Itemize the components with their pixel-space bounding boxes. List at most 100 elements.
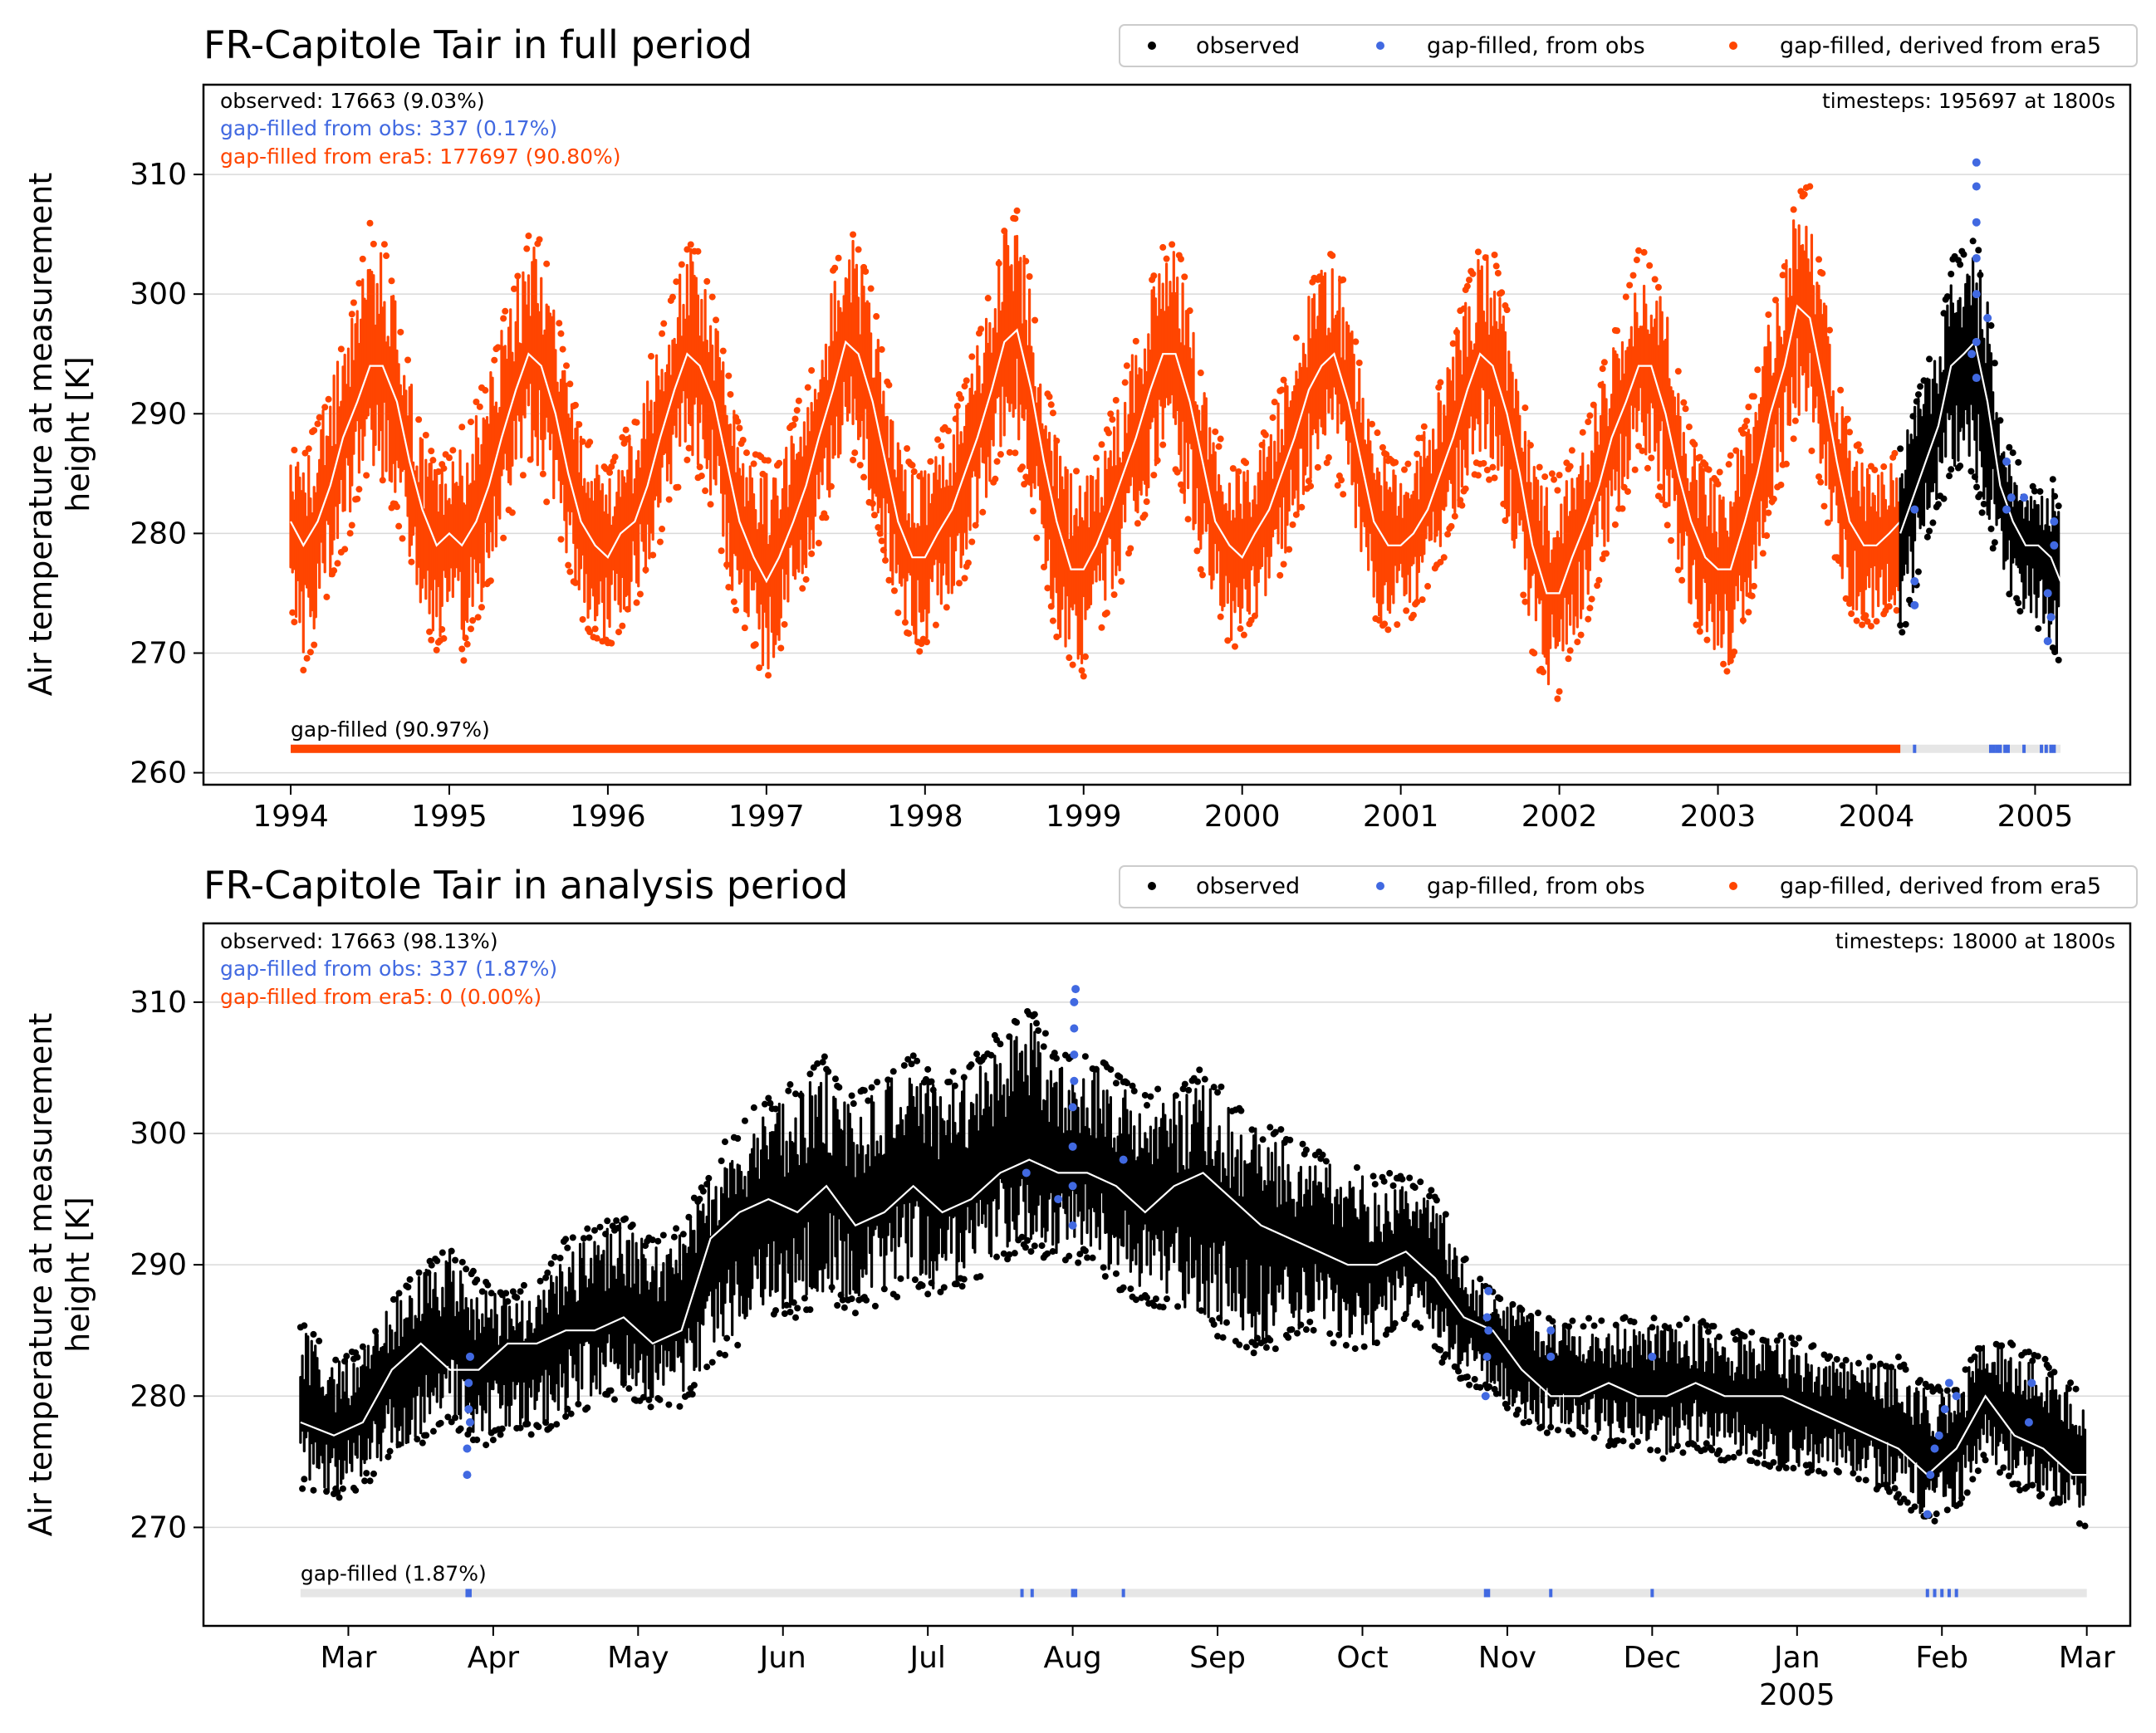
data-point-observed (880, 1285, 888, 1293)
data-point-gapfilled_era5 (370, 240, 377, 247)
data-point-gapfilled_era5 (579, 438, 586, 445)
data-point-gapfilled_era5 (303, 654, 311, 662)
data-point-observed (848, 1092, 855, 1099)
data-point-observed (1492, 1390, 1500, 1398)
data-point-gapfilled_era5 (1212, 428, 1219, 435)
data-point-gapfilled_era5 (1384, 626, 1392, 634)
data-point-gapfilled_era5 (1705, 466, 1713, 473)
data-point-observed (868, 1084, 875, 1091)
data-point-gapfilled_obs (2027, 1378, 2036, 1388)
data-point-observed (1934, 501, 1942, 508)
data-point-gapfilled_era5 (739, 436, 747, 443)
data-point-observed (825, 1068, 832, 1075)
data-point-gapfilled_obs (1944, 1378, 1953, 1388)
data-point-gapfilled_era5 (997, 451, 1004, 458)
data-point-observed (1926, 355, 1933, 363)
data-point-observed (1730, 1453, 1737, 1461)
data-point-observed (1855, 1359, 1862, 1367)
data-point-observed (670, 1233, 678, 1241)
data-point-observed (1389, 1182, 1397, 1189)
axes-frame (202, 922, 2132, 1628)
data-point-gapfilled_era5 (1808, 447, 1815, 454)
gap-bar (291, 744, 2060, 753)
data-point-observed (1286, 1136, 1294, 1143)
data-point-gapfilled_era5 (799, 585, 806, 592)
data-point-gapfilled_era5 (1305, 477, 1312, 485)
data-point-observed (699, 1187, 707, 1195)
data-point-observed (1886, 1488, 1893, 1496)
data-point-gapfilled_era5 (718, 547, 725, 555)
data-point-gapfilled_era5 (491, 356, 498, 364)
data-point-gapfilled_era5 (855, 246, 862, 253)
data-point-observed (478, 1288, 486, 1295)
data-point-gapfilled_era5 (687, 241, 694, 248)
data-point-observed (1891, 1485, 1899, 1492)
data-point-observed (2009, 1341, 2016, 1349)
data-point-observed (1330, 1339, 1337, 1347)
data-point-gapfilled_era5 (611, 453, 619, 461)
data-point-gapfilled_era5 (608, 639, 615, 647)
data-point-observed (819, 1059, 826, 1066)
data-point-gapfilled_era5 (511, 285, 518, 292)
data-point-gapfilled_era5 (1720, 660, 1727, 668)
data-point-gapfilled_era5 (473, 398, 480, 405)
data-point-gapfilled_obs (1070, 997, 1079, 1006)
data-point-gapfilled_era5 (1414, 599, 1421, 606)
data-point-gapfilled_era5 (742, 449, 750, 457)
data-point-gapfilled_era5 (741, 624, 748, 632)
data-point-gapfilled_era5 (1703, 636, 1711, 644)
data-point-observed (1442, 1351, 1449, 1358)
data-point-gapfilled_era5 (702, 487, 709, 495)
data-point-observed (604, 1217, 611, 1225)
data-point-gapfilled_era5 (1856, 447, 1864, 454)
data-point-observed (1236, 1341, 1243, 1349)
data-point-gapfilled_era5 (467, 625, 474, 633)
data-point-gapfilled_era5 (1779, 272, 1786, 279)
data-point-gapfilled_era5 (1323, 459, 1330, 467)
data-point-observed (1897, 621, 1904, 629)
data-point-observed (395, 1290, 403, 1297)
data-point-gapfilled_era5 (1451, 512, 1458, 520)
data-point-observed (1888, 1363, 1895, 1371)
data-point-observed (404, 1283, 412, 1290)
data-point-observed (2067, 1379, 2075, 1387)
data-point-observed (1791, 1340, 1799, 1348)
data-point-gapfilled_era5 (730, 598, 737, 605)
data-point-gapfilled_era5 (622, 426, 630, 433)
data-point-observed (1991, 360, 1998, 367)
data-point-gapfilled_obs (465, 1417, 474, 1427)
data-point-gapfilled_era5 (1066, 654, 1073, 662)
data-point-gapfilled_era5 (815, 540, 822, 547)
data-point-gapfilled_era5 (1492, 262, 1500, 270)
data-point-observed (1049, 1248, 1056, 1256)
data-point-observed (1267, 1336, 1274, 1344)
data-point-observed (946, 1078, 953, 1085)
data-point-observed (1259, 1136, 1267, 1143)
data-point-observed (1998, 1342, 2006, 1349)
gap-bar-obs-mark (2022, 744, 2026, 753)
data-point-observed (1451, 1363, 1458, 1370)
data-point-gapfilled_era5 (708, 293, 716, 301)
data-point-gapfilled_era5 (395, 522, 403, 530)
data-point-gapfilled_era5 (433, 646, 440, 654)
data-point-gapfilled_era5 (1566, 647, 1574, 654)
data-point-gapfilled_era5 (1049, 409, 1056, 417)
data-point-gapfilled_era5 (776, 459, 783, 467)
data-point-observed (723, 1334, 731, 1342)
data-point-observed (909, 1052, 917, 1060)
full-period-panel: FR-Capitole Tair in full period observed… (22, 22, 2138, 834)
data-point-observed (1914, 391, 1922, 399)
data-point-observed (1943, 293, 1951, 301)
rolling-mean-line (300, 1158, 2087, 1476)
data-point-gapfilled_era5 (1745, 609, 1752, 616)
data-point-gapfilled_era5 (698, 472, 705, 480)
stat-timesteps: timesteps: 18000 at 1800s (1835, 929, 2115, 953)
rolling-mean-line (1899, 340, 2062, 582)
data-point-gapfilled_era5 (901, 619, 909, 626)
data-point-observed (2034, 1353, 2041, 1360)
data-point-observed (940, 1284, 948, 1291)
data-point-observed (622, 1215, 630, 1222)
data-point-observed (1899, 629, 1906, 636)
data-point-gapfilled_era5 (1819, 270, 1826, 277)
data-point-observed (334, 1489, 341, 1496)
